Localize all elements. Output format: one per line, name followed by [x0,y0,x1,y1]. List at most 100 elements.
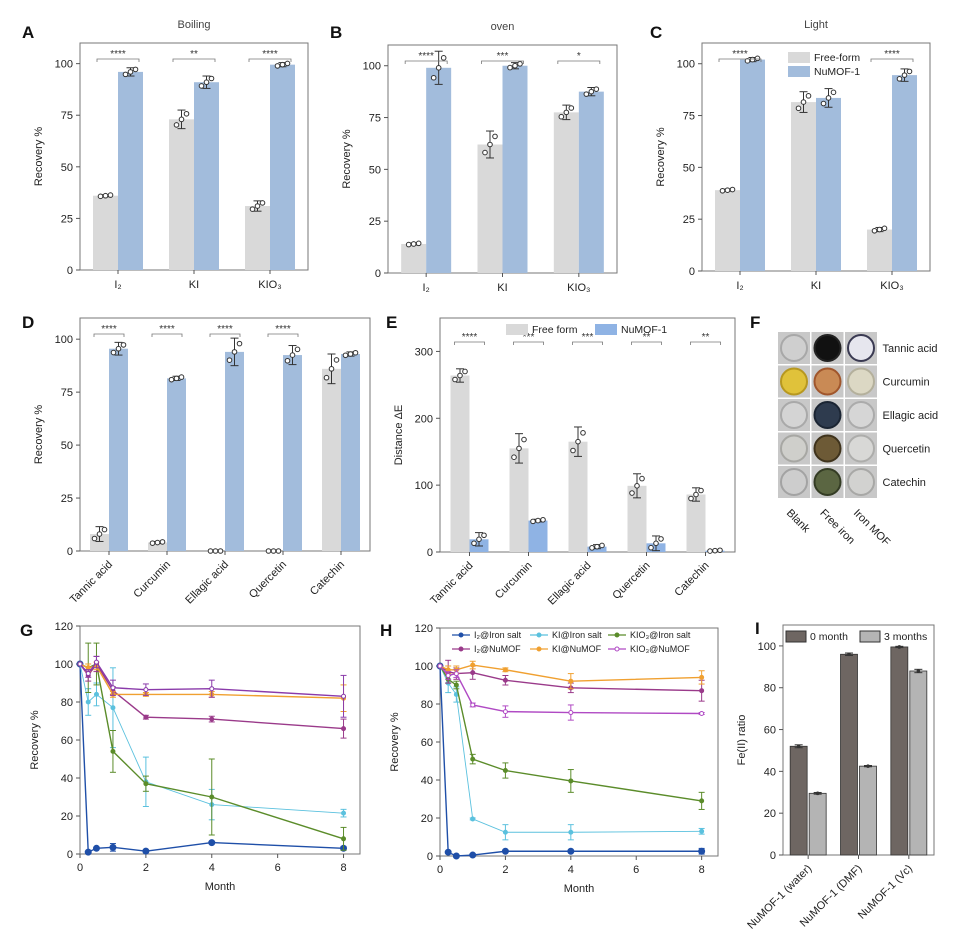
data-point [270,548,277,554]
bar-free-form [686,494,706,552]
data-point [568,710,574,716]
data-point [535,517,541,524]
data-point [93,691,99,697]
data-point [699,828,705,834]
data-point [430,74,437,81]
data-point [563,109,570,116]
data-point [876,226,883,233]
x-tick-label: 4 [209,862,215,874]
sample-well [780,401,808,429]
y-axis-label: Recovery % [341,129,353,189]
data-point [558,113,565,120]
x-tick-label: KIO₃ [567,282,590,294]
data-point [599,542,605,549]
significance-label: **** [159,324,175,335]
sample-well [780,434,808,463]
data-point [693,491,699,498]
data-point [470,756,476,762]
data-point [437,663,443,669]
bar-free-form [553,112,579,273]
data-point [120,342,127,348]
data-point [570,447,576,454]
data-point [795,105,802,112]
data-point [178,116,185,123]
data-point [341,810,347,816]
data-point [754,55,761,62]
data-point [154,539,161,546]
legend-marker [458,646,464,652]
bar-free-form [322,368,341,551]
data-point [226,357,233,363]
data-point [231,349,238,355]
legend-label: Free-form [814,52,860,64]
significance-bracket [481,60,524,64]
data-point [698,487,704,494]
legend-swatch [859,630,881,643]
panel-label: D [22,313,34,332]
data-point [440,55,447,61]
data-point [333,357,340,363]
legend-swatch [785,630,807,643]
significance-label: **** [732,49,748,60]
legend-swatch [595,324,617,335]
y-tick-label: 0 [427,851,433,863]
sample-well [813,334,842,362]
data-point [658,536,664,542]
significance-bracket [96,58,140,62]
data-point [435,65,442,71]
data-point [805,93,812,99]
data-point [648,544,654,551]
data-point [516,445,522,452]
data-point [347,351,354,357]
data-point [830,89,837,96]
data-point [749,56,756,63]
data-point [275,548,282,554]
bar-numof-1 [341,354,360,551]
data-point [168,376,175,383]
data-point [540,516,546,523]
data-point [236,340,243,347]
y-tick-label: 75 [683,111,695,123]
x-tick-label: KI [189,279,199,291]
y-tick-label: 20 [61,811,73,823]
bar-numof-1 [283,355,302,551]
data-point [820,100,827,107]
sample-well [813,401,842,429]
data-point [634,483,640,489]
x-tick-label: KI [811,280,821,292]
x-tick-label: Catechin [672,560,711,599]
x-tick-label: Curcumin [131,559,173,601]
bar-numof-1 [109,348,128,551]
data-point [159,539,166,545]
data-point [328,366,335,372]
panel-f: F Tannic acid Curcumin Ellagic acid Querceti… [750,313,938,549]
plot-frame [79,625,361,855]
data-point [110,685,116,691]
sample-well [847,367,875,396]
bar-free-form [148,542,167,551]
legend-swatch [788,66,810,77]
data-point [445,673,451,678]
series-5 [77,655,347,718]
data-point [916,669,921,673]
significance-bracket [870,58,914,62]
data-point [653,540,659,547]
y-tick-label: 60 [421,737,433,749]
data-point [415,240,422,247]
data-point [93,659,99,665]
data-point [707,548,713,554]
significance-bracket [93,333,125,337]
data-point [294,346,301,353]
y-tick-label: 100 [415,480,433,492]
legend-swatch [788,52,810,63]
data-point [471,540,477,547]
y-tick-label: 50 [369,164,381,176]
data-point [217,548,224,554]
bar-numof-1 [578,91,604,274]
x-tick-label: 2 [502,864,508,876]
y-tick-label: 20 [764,808,776,820]
y-tick-label: 100 [415,661,433,673]
x-tick-label: 2 [143,862,149,874]
